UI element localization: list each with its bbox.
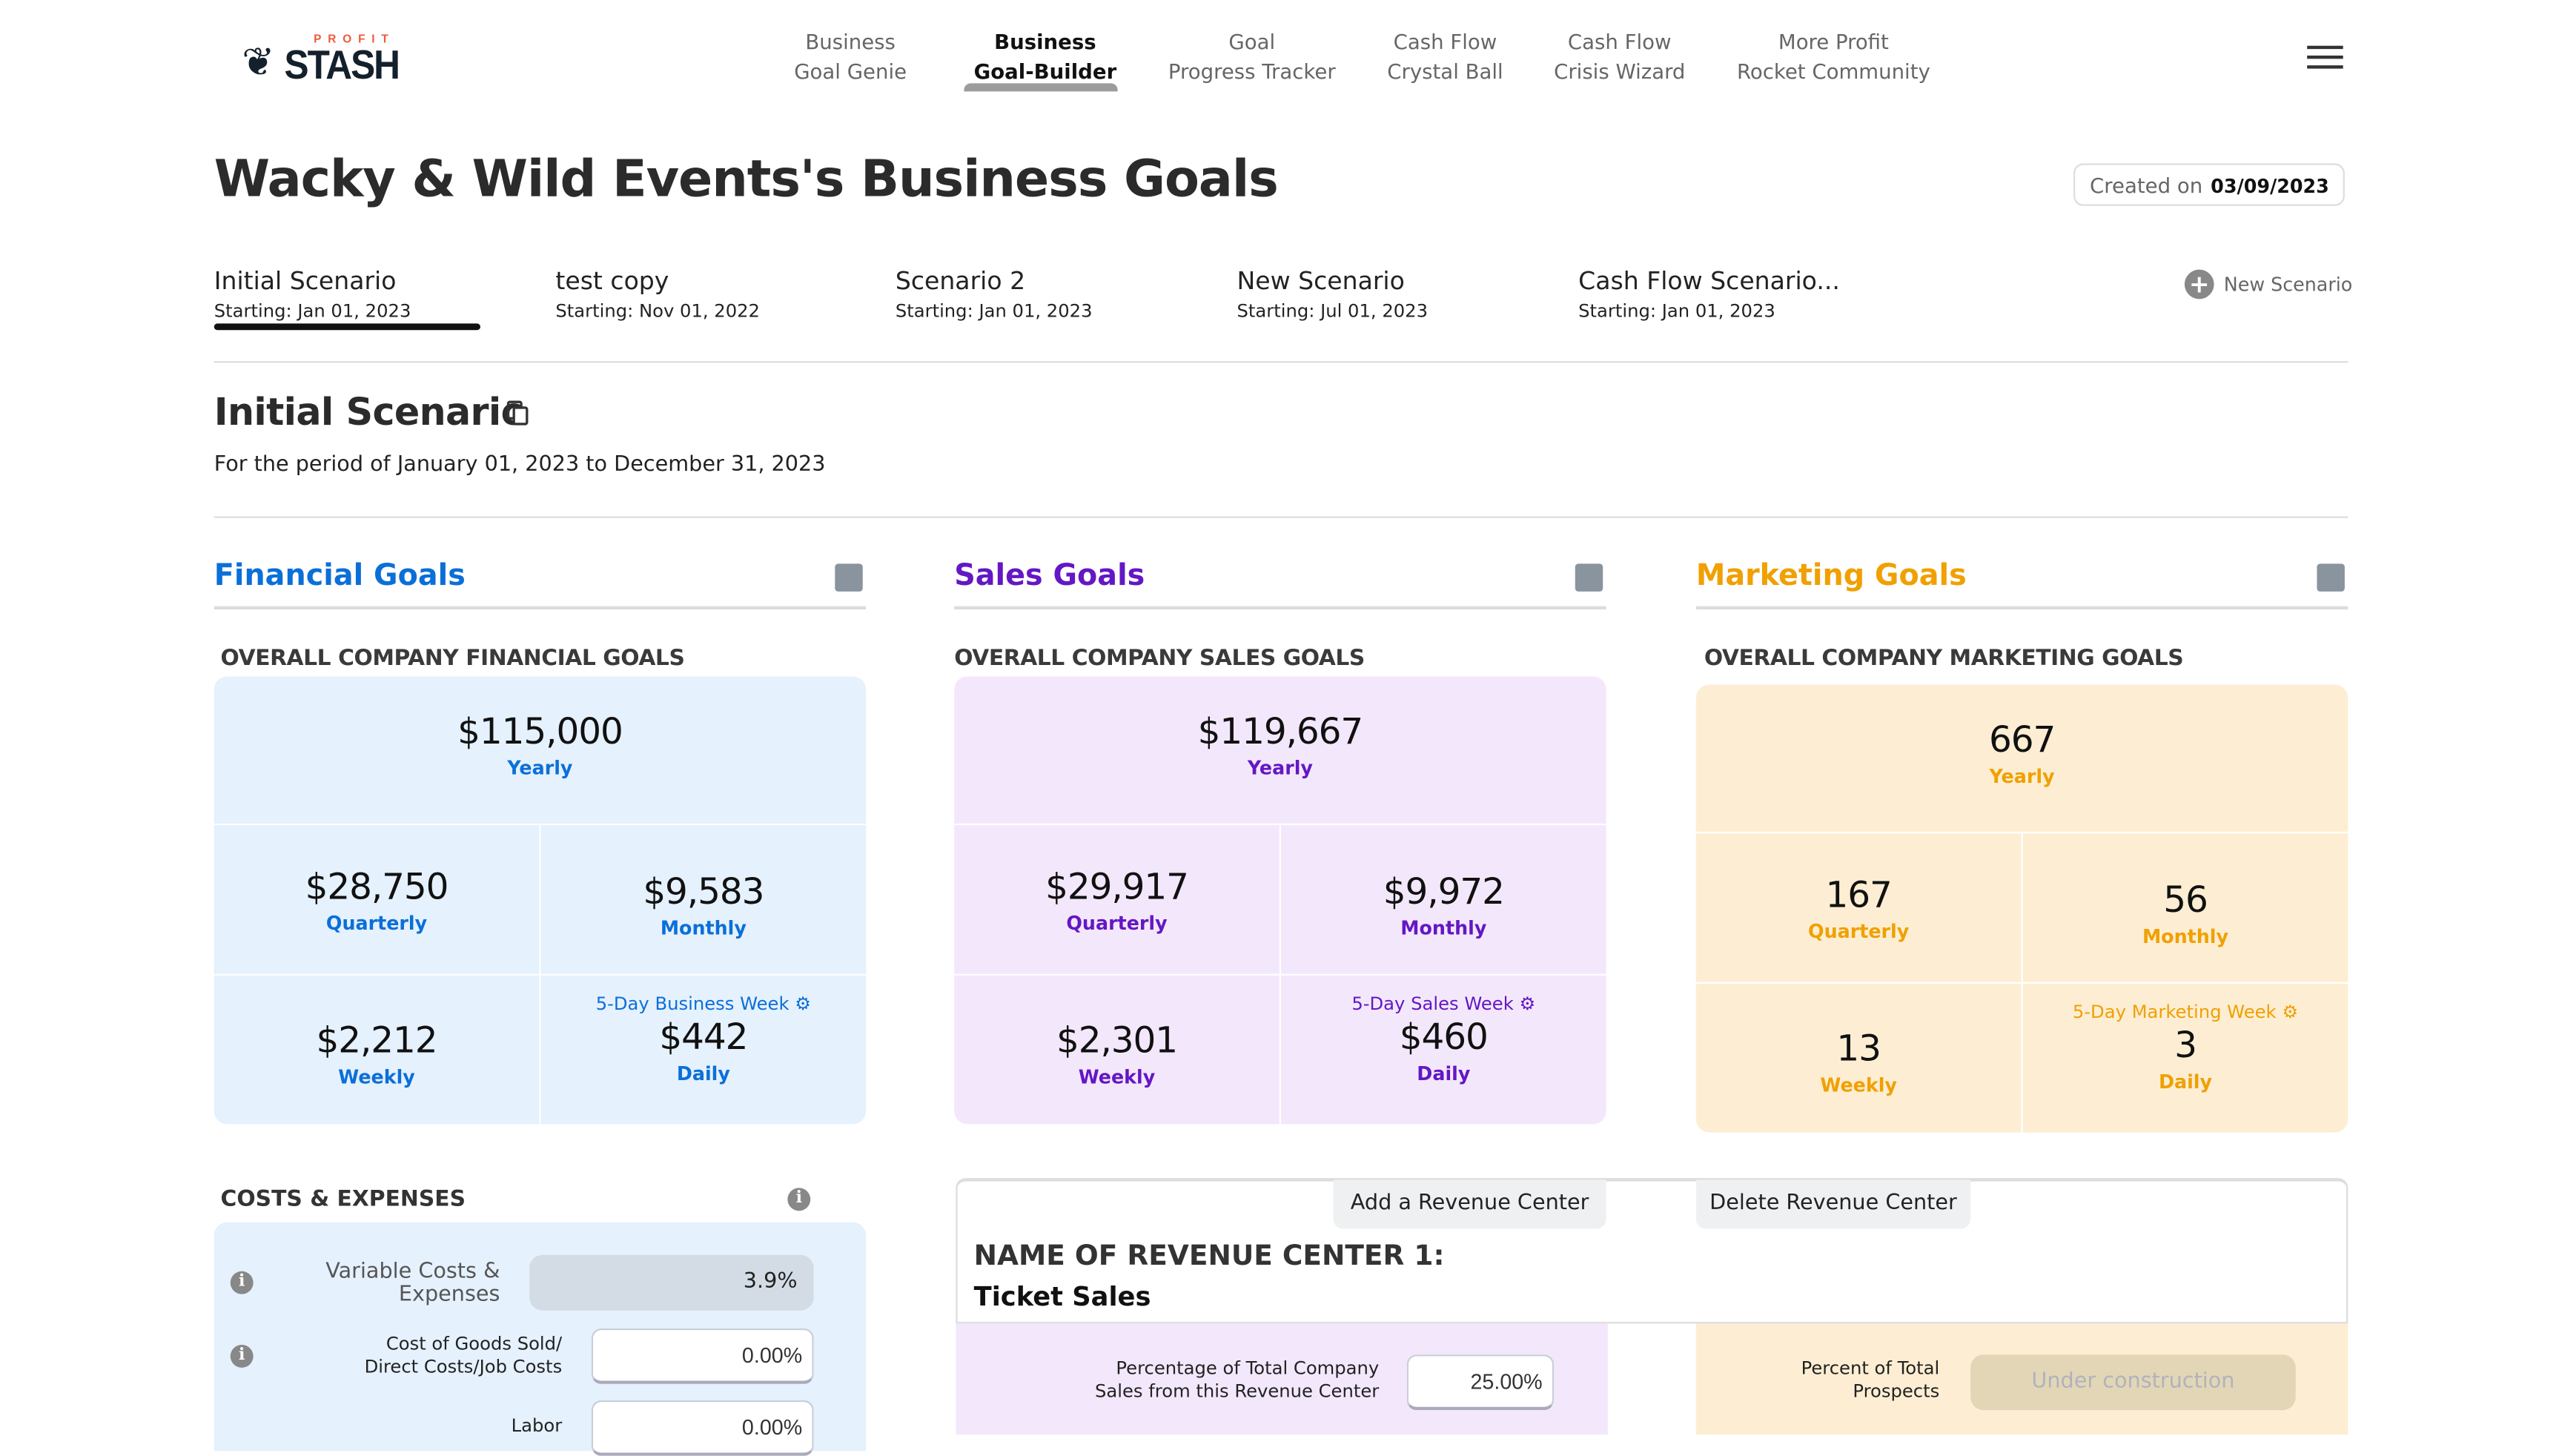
new-scenario-button[interactable]: + New Scenario bbox=[2184, 269, 2352, 300]
marketing-goals-title: Marketing Goals bbox=[1695, 558, 1967, 594]
cogs-input[interactable] bbox=[591, 1328, 814, 1384]
daily-goal: 5-Day Marketing Week ⚙ 3 Daily bbox=[2023, 984, 2348, 1133]
plus-icon: + bbox=[2184, 269, 2214, 300]
week-setting-button[interactable]: 5-Day Business Week ⚙ bbox=[595, 993, 811, 1015]
gear-icon[interactable]: ⚙ bbox=[795, 993, 811, 1015]
week-setting-button[interactable]: 5-Day Sales Week ⚙ bbox=[1351, 993, 1536, 1015]
financial-goals-heading: OVERALL COMPANY FINANCIAL GOALS bbox=[220, 645, 685, 672]
scenario-title: Initial Scenario bbox=[214, 391, 527, 435]
gear-icon[interactable]: ⚙ bbox=[1519, 993, 1536, 1015]
daily-goal: 5-Day Sales Week ⚙ $460 Daily bbox=[1281, 976, 1606, 1125]
scenario-period: For the period of January 01, 2023 to De… bbox=[214, 452, 826, 477]
note-icon[interactable] bbox=[835, 563, 863, 592]
squirrel-icon: ❦ bbox=[242, 39, 275, 85]
nav-rocket-community[interactable]: More Profit Rocket Community bbox=[1736, 29, 1930, 84]
nav-goal-builder[interactable]: Business Goal-Builder bbox=[973, 29, 1117, 84]
tab-initial-scenario[interactable]: Initial Scenario Starting: Jan 01, 2023 bbox=[214, 266, 411, 322]
revenue-center-name[interactable]: Ticket Sales bbox=[973, 1281, 1151, 1312]
quarterly-goal: $29,917 Quarterly bbox=[954, 825, 1282, 976]
revenue-center-card bbox=[956, 1178, 2348, 1324]
sales-goals-box: $119,667 Yearly $29,917 Quarterly $9,972 Mo… bbox=[954, 676, 1606, 1125]
divider bbox=[214, 361, 2348, 363]
monthly-goal: $9,583 Monthly bbox=[540, 825, 867, 976]
page-title: Wacky & Wild Events's Business Goals bbox=[214, 150, 1279, 210]
week-setting-button[interactable]: 5-Day Marketing Week ⚙ bbox=[2072, 1002, 2299, 1023]
financial-goals-box: $115,000 Yearly $28,750 Quarterly $9,583 Mo… bbox=[214, 676, 867, 1125]
created-date-badge: Created on 03/09/2023 bbox=[2073, 163, 2345, 206]
divider bbox=[214, 606, 867, 610]
percentage-sales-label: Percentage of Total Company Sales from t… bbox=[1095, 1357, 1380, 1403]
profit-stash-logo[interactable]: ❦ PROFIT STASH bbox=[242, 34, 400, 89]
financial-goals-title: Financial Goals bbox=[214, 558, 466, 594]
labor-label: Labor bbox=[511, 1414, 563, 1437]
note-icon[interactable] bbox=[1575, 563, 1603, 592]
sales-goals-title: Sales Goals bbox=[954, 558, 1145, 594]
nav-goal-genie[interactable]: Business Goal Genie bbox=[794, 29, 907, 84]
info-icon[interactable]: i bbox=[230, 1271, 254, 1294]
percent-prospects-input: Under construction bbox=[1970, 1354, 2296, 1411]
divider bbox=[954, 606, 1606, 610]
hamburger-menu-icon[interactable] bbox=[2307, 45, 2343, 72]
nav-active-indicator bbox=[964, 83, 1118, 92]
cogs-label: Cost of Goods Sold/ Direct Costs/Job Cos… bbox=[364, 1333, 563, 1378]
nav-crystal-ball[interactable]: Cash Flow Crystal Ball bbox=[1387, 29, 1503, 84]
quarterly-goal: 167 Quarterly bbox=[1695, 833, 2023, 984]
costs-expenses-title: COSTS & EXPENSES bbox=[220, 1186, 466, 1213]
tab-new-scenario[interactable]: New Scenario Starting: Jul 01, 2023 bbox=[1237, 266, 1429, 322]
tab-scenario-2[interactable]: Scenario 2 Starting: Jan 01, 2023 bbox=[895, 266, 1093, 322]
divider bbox=[1695, 606, 2348, 610]
copy-icon[interactable] bbox=[506, 400, 529, 426]
weekly-goal: 13 Weekly bbox=[1696, 983, 2023, 1133]
nav-progress-tracker[interactable]: Goal Progress Tracker bbox=[1168, 29, 1336, 84]
info-icon[interactable]: i bbox=[230, 1344, 254, 1368]
divider bbox=[214, 516, 2348, 518]
delete-revenue-center-button[interactable]: Delete Revenue Center bbox=[1695, 1179, 1971, 1229]
yearly-goal: $115,000 Yearly bbox=[214, 676, 867, 826]
variable-costs-label: Variable Costs & Expenses bbox=[325, 1260, 500, 1308]
variable-costs-value: 3.9% bbox=[529, 1254, 814, 1311]
marketing-goals-box: 667 Yearly 167 Quarterly 56 Monthly 13 Weekl… bbox=[1695, 684, 2348, 1133]
monthly-goal: 56 Monthly bbox=[2022, 833, 2348, 984]
sales-goals-heading: OVERALL COMPANY SALES GOALS bbox=[954, 645, 1365, 672]
weekly-goal: $2,301 Weekly bbox=[954, 975, 1282, 1125]
gear-icon[interactable]: ⚙ bbox=[2282, 1002, 2299, 1023]
tab-cash-flow-scenario[interactable]: Cash Flow Scenario... Starting: Jan 01, 2… bbox=[1578, 266, 1840, 322]
yearly-goal: 667 Yearly bbox=[1695, 685, 2348, 834]
active-tab-indicator bbox=[214, 323, 481, 331]
labor-input[interactable] bbox=[591, 1400, 814, 1456]
weekly-goal: $2,212 Weekly bbox=[214, 975, 541, 1125]
add-revenue-center-button[interactable]: Add a Revenue Center bbox=[1333, 1179, 1606, 1229]
revenue-center-name-label: NAME OF REVENUE CENTER 1: bbox=[973, 1240, 1445, 1273]
quarterly-goal: $28,750 Quarterly bbox=[214, 825, 541, 976]
yearly-goal: $119,667 Yearly bbox=[954, 676, 1606, 826]
note-icon[interactable] bbox=[2317, 563, 2345, 592]
percentage-sales-input[interactable] bbox=[1406, 1354, 1555, 1411]
percent-prospects-label: Percent of Total Prospects bbox=[1801, 1357, 1940, 1403]
tab-test-copy[interactable]: test copy Starting: Nov 01, 2022 bbox=[555, 266, 761, 322]
info-icon[interactable]: i bbox=[787, 1188, 811, 1211]
monthly-goal: $9,972 Monthly bbox=[1281, 825, 1606, 976]
nav-crisis-wizard[interactable]: Cash Flow Crisis Wizard bbox=[1554, 29, 1686, 84]
daily-goal: 5-Day Business Week ⚙ $442 Daily bbox=[541, 976, 867, 1125]
marketing-goals-heading: OVERALL COMPANY MARKETING GOALS bbox=[1704, 645, 2184, 672]
